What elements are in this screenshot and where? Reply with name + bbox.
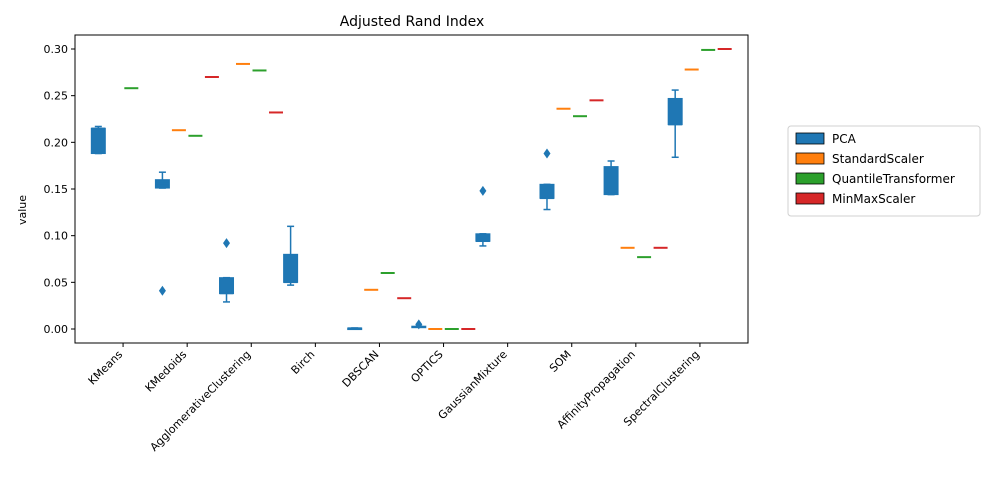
box — [219, 277, 235, 295]
y-tick-label: 0.25 — [44, 90, 69, 103]
box — [475, 233, 491, 242]
legend-swatch — [795, 172, 825, 185]
series-pca — [90, 89, 683, 331]
legend-label: StandardScaler — [832, 152, 924, 166]
x-tick-label: Birch — [289, 348, 318, 377]
legend-label: MinMaxScaler — [832, 192, 915, 206]
legend-swatch — [795, 192, 825, 205]
legend-frame — [787, 125, 981, 217]
box — [90, 127, 106, 155]
x-tick-label: DBSCAN — [340, 348, 382, 390]
box — [603, 166, 619, 196]
outlier-marker — [479, 185, 487, 196]
plot-frame — [74, 34, 749, 344]
legend: PCA StandardScaler QuantileTransformer MinM… — [787, 125, 981, 217]
y-tick-label: 0.10 — [44, 230, 69, 243]
series-minmaxscaler — [204, 48, 732, 330]
box — [283, 253, 299, 283]
series-standardscaler — [171, 62, 699, 330]
x-tick-label: KMeans — [86, 348, 126, 388]
legend-swatch — [795, 132, 825, 145]
y-tick-label: 0.30 — [44, 43, 69, 56]
outlier-marker — [543, 148, 551, 159]
y-tick-label: 0.20 — [44, 136, 69, 149]
outlier-marker — [158, 285, 166, 296]
legend-label: PCA — [832, 132, 857, 146]
chart-title: Adjusted Rand Index — [340, 14, 484, 30]
plot-area: 0.00 0.05 0.10 0.15 0.20 0.25 0.30 KMeans KMedoi… — [44, 34, 749, 454]
x-tick-label: SOM — [547, 348, 574, 375]
series-quantiletransformer — [124, 48, 716, 330]
legend-label: QuantileTransformer — [832, 172, 955, 186]
y-tick-label: 0.00 — [44, 323, 69, 336]
box — [539, 183, 555, 199]
y-tick-label: 0.05 — [44, 276, 69, 289]
x-tick-label: OPTICS — [408, 348, 445, 385]
legend-swatch — [795, 152, 825, 165]
outlier-marker — [223, 238, 231, 249]
x-tick-label: KMedoids — [143, 348, 190, 395]
box — [667, 97, 683, 126]
y-axis-label: value — [16, 195, 29, 225]
x-tick-label: GaussianMixture — [436, 348, 510, 422]
outlier-marker — [415, 319, 423, 330]
y-tick-label: 0.15 — [44, 183, 69, 196]
